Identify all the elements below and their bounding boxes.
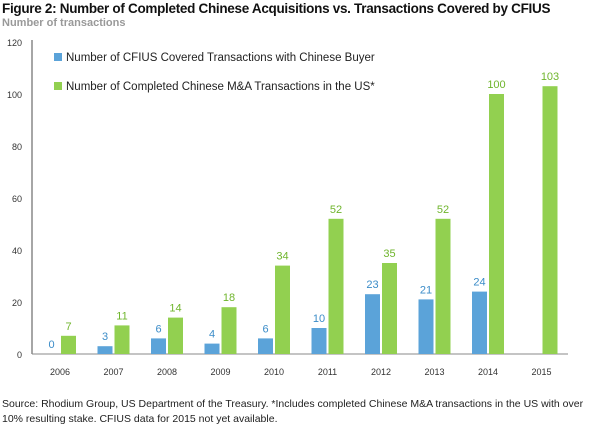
bar-cfius <box>311 328 327 354</box>
data-label: 35 <box>383 248 395 260</box>
x-tick-label: 2011 <box>318 367 337 377</box>
x-tick-label: 2010 <box>264 367 284 377</box>
data-label: 14 <box>169 303 181 315</box>
data-label: 3 <box>102 331 108 343</box>
y-tick-label: 0 <box>17 350 22 360</box>
bar-completed <box>328 218 344 354</box>
x-tick-label: 2009 <box>210 367 230 377</box>
bar-completed <box>489 94 504 354</box>
bar-cfius <box>365 294 380 354</box>
data-label: 24 <box>473 277 485 289</box>
y-tick-label: 20 <box>12 298 22 308</box>
data-label: 0 <box>48 339 54 351</box>
bar-completed <box>114 325 130 354</box>
legend-label: Number of Completed Chinese M&A Transact… <box>66 81 375 93</box>
source-note: Source: Rhodium Group, US Department of … <box>2 398 584 425</box>
bar-cfius <box>418 299 434 354</box>
data-label: 21 <box>420 284 432 296</box>
plot-area: 0204060801001202006072007311200861420094… <box>7 38 568 377</box>
bar-completed <box>275 265 290 354</box>
bar-cfius <box>204 343 220 354</box>
bar-cfius <box>97 346 113 354</box>
chart-title: Figure 2: Number of Completed Chinese Ac… <box>2 1 551 16</box>
bar-completed <box>168 317 183 354</box>
bar-completed <box>221 307 237 354</box>
legend-swatch <box>54 82 62 90</box>
x-tick-label: 2008 <box>157 367 177 377</box>
x-tick-label: 2015 <box>531 367 551 377</box>
data-label: 7 <box>65 321 71 333</box>
x-tick-label: 2012 <box>371 367 391 377</box>
bar-completed <box>435 218 451 354</box>
bar-completed <box>542 86 558 354</box>
data-label: 4 <box>209 329 215 341</box>
bar-cfius <box>258 338 273 354</box>
bar-completed <box>382 263 397 354</box>
data-label: 52 <box>330 204 342 216</box>
legend-swatch <box>54 53 62 61</box>
data-label: 10 <box>313 313 325 325</box>
y-tick-label: 40 <box>12 246 22 256</box>
x-tick-label: 2014 <box>478 367 498 377</box>
data-label: 23 <box>366 279 378 291</box>
x-tick-label: 2006 <box>50 367 70 377</box>
y-tick-label: 80 <box>12 142 22 152</box>
bar-cfius <box>151 338 166 354</box>
data-label: 52 <box>437 204 449 216</box>
x-tick-label: 2013 <box>424 367 444 377</box>
y-tick-label: 60 <box>12 194 22 204</box>
legend-label: Number of CFIUS Covered Transactions wit… <box>66 52 375 64</box>
data-label: 6 <box>262 323 268 335</box>
y-tick-label: 100 <box>7 90 22 100</box>
bar-cfius <box>472 291 487 354</box>
y-tick-label: 120 <box>7 38 22 48</box>
data-label: 34 <box>276 251 288 263</box>
data-label: 6 <box>155 323 161 335</box>
x-tick-label: 2007 <box>103 367 123 377</box>
bar-completed <box>61 335 76 354</box>
data-label: 103 <box>541 71 559 83</box>
y-axis-label: Number of transactions <box>2 17 126 29</box>
data-label: 11 <box>116 310 127 322</box>
data-label: 100 <box>487 79 505 91</box>
data-label: 18 <box>223 292 235 304</box>
